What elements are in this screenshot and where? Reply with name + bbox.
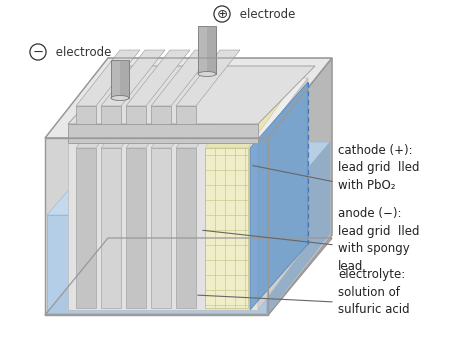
- Polygon shape: [176, 106, 196, 124]
- Polygon shape: [45, 58, 332, 138]
- Polygon shape: [151, 148, 171, 308]
- Text: ⊕: ⊕: [217, 7, 228, 20]
- Polygon shape: [176, 50, 240, 106]
- Polygon shape: [76, 148, 96, 308]
- Polygon shape: [205, 148, 248, 308]
- Polygon shape: [126, 86, 190, 148]
- Polygon shape: [176, 148, 196, 308]
- Polygon shape: [268, 58, 332, 315]
- Polygon shape: [47, 142, 330, 215]
- Polygon shape: [207, 26, 216, 74]
- Polygon shape: [76, 50, 140, 106]
- Polygon shape: [76, 86, 140, 148]
- Polygon shape: [198, 26, 216, 74]
- Polygon shape: [68, 143, 258, 310]
- Polygon shape: [68, 66, 315, 124]
- Text: anode (−):
lead grid  lled
with spongy
lead: anode (−): lead grid lled with spongy le…: [338, 207, 419, 273]
- Text: electrode: electrode: [236, 7, 295, 20]
- Text: −: −: [32, 46, 44, 58]
- Polygon shape: [45, 138, 268, 315]
- Polygon shape: [68, 78, 308, 143]
- Ellipse shape: [111, 96, 129, 101]
- Polygon shape: [250, 82, 308, 310]
- Polygon shape: [76, 106, 96, 124]
- Polygon shape: [126, 148, 146, 308]
- Ellipse shape: [198, 71, 216, 76]
- Text: electrode: electrode: [52, 46, 111, 58]
- Polygon shape: [126, 50, 190, 106]
- Polygon shape: [101, 86, 165, 148]
- Polygon shape: [101, 106, 121, 124]
- Polygon shape: [101, 50, 165, 106]
- Polygon shape: [126, 106, 146, 124]
- Text: electrolyte:
solution of
sulfuric acid: electrolyte: solution of sulfuric acid: [338, 268, 410, 316]
- Polygon shape: [120, 60, 129, 98]
- Polygon shape: [151, 86, 215, 148]
- Polygon shape: [45, 238, 332, 315]
- Polygon shape: [268, 142, 330, 313]
- Polygon shape: [258, 78, 308, 310]
- Polygon shape: [176, 86, 240, 148]
- Polygon shape: [68, 124, 258, 143]
- Polygon shape: [205, 86, 292, 148]
- Polygon shape: [151, 50, 215, 106]
- Text: cathode (+):
lead grid  lled
with PbO₂: cathode (+): lead grid lled with PbO₂: [338, 144, 419, 192]
- Polygon shape: [101, 148, 121, 308]
- Polygon shape: [111, 60, 129, 98]
- Polygon shape: [47, 215, 266, 313]
- Polygon shape: [151, 106, 171, 124]
